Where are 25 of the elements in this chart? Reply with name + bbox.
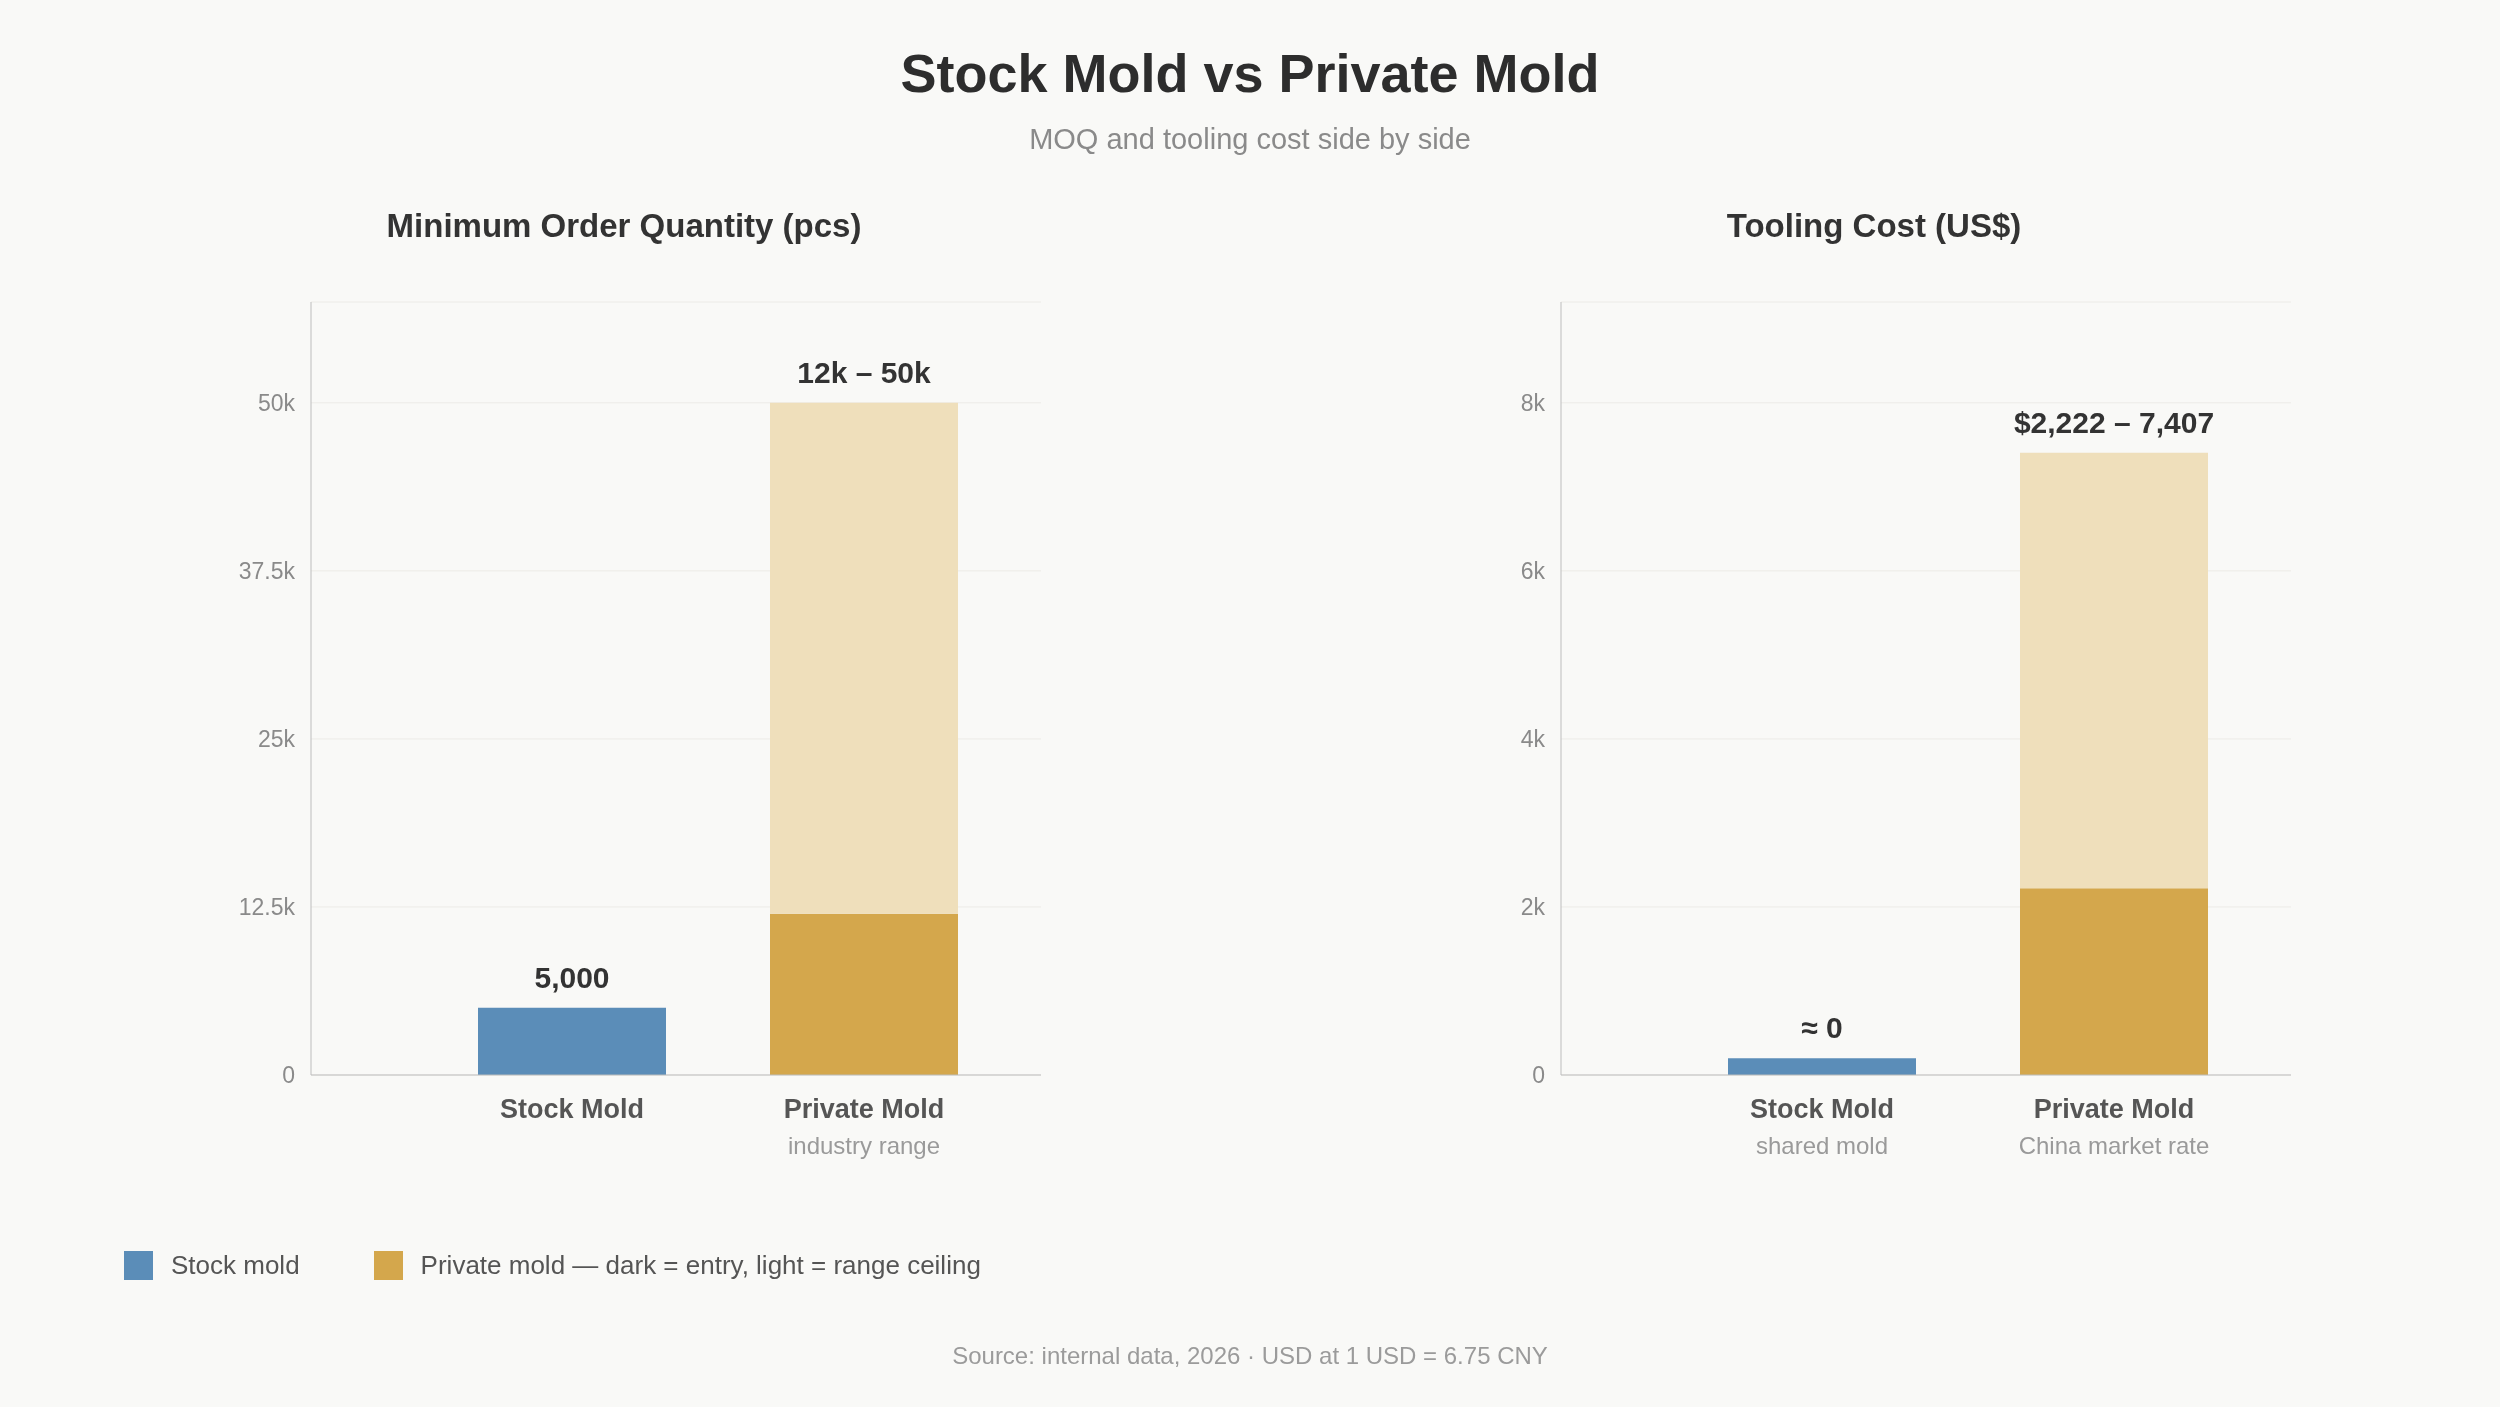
y-tick-label: 2k <box>1520 894 1546 921</box>
annotation: 12k – 50k <box>797 355 932 389</box>
y-tick-label: 25k <box>257 726 296 753</box>
y-axis-title: Minimum Order Quantity (pcs) <box>385 206 863 246</box>
legend-label: Stock mold <box>171 1249 300 1281</box>
y-tick-label: 6k <box>1520 558 1546 585</box>
y-tick-label: 37.5k <box>238 558 296 585</box>
y-axis-title: Tooling Cost (US$) <box>1725 206 2023 246</box>
x-tick-label: Private Mold China market rate <box>2018 1094 2210 1159</box>
y-tick-label: 50k <box>257 389 296 416</box>
y-tick-label: 0 <box>1532 1062 1545 1089</box>
annotation: ≈ 0 <box>1801 1011 1843 1045</box>
source-note: Source: internal data, 2026 · USD at 1 USD = 6.75 CNY <box>951 1341 1549 1371</box>
y-tick-label: 0 <box>282 1062 295 1089</box>
annotation: $2,222 – 7,407 <box>2013 405 2215 439</box>
text: MOQ and tooling cost side by side <box>1028 122 1472 157</box>
x-tick-label: Stock Mold shared mold <box>1749 1094 1895 1159</box>
x-tick-label: Stock Mold <box>499 1094 645 1124</box>
legend-label: Private mold — dark = entry, light = range ceiling <box>420 1249 981 1281</box>
y-tick-label: 4k <box>1520 726 1546 753</box>
data-label: 5,000 <box>534 960 610 994</box>
x-tick-label: Private Mold industry range <box>783 1094 945 1159</box>
text: Stock Mold vs Private Mold <box>899 42 1601 105</box>
y-tick-label: 12.5k <box>238 894 296 921</box>
y-tick-label: 8k <box>1520 389 1546 416</box>
